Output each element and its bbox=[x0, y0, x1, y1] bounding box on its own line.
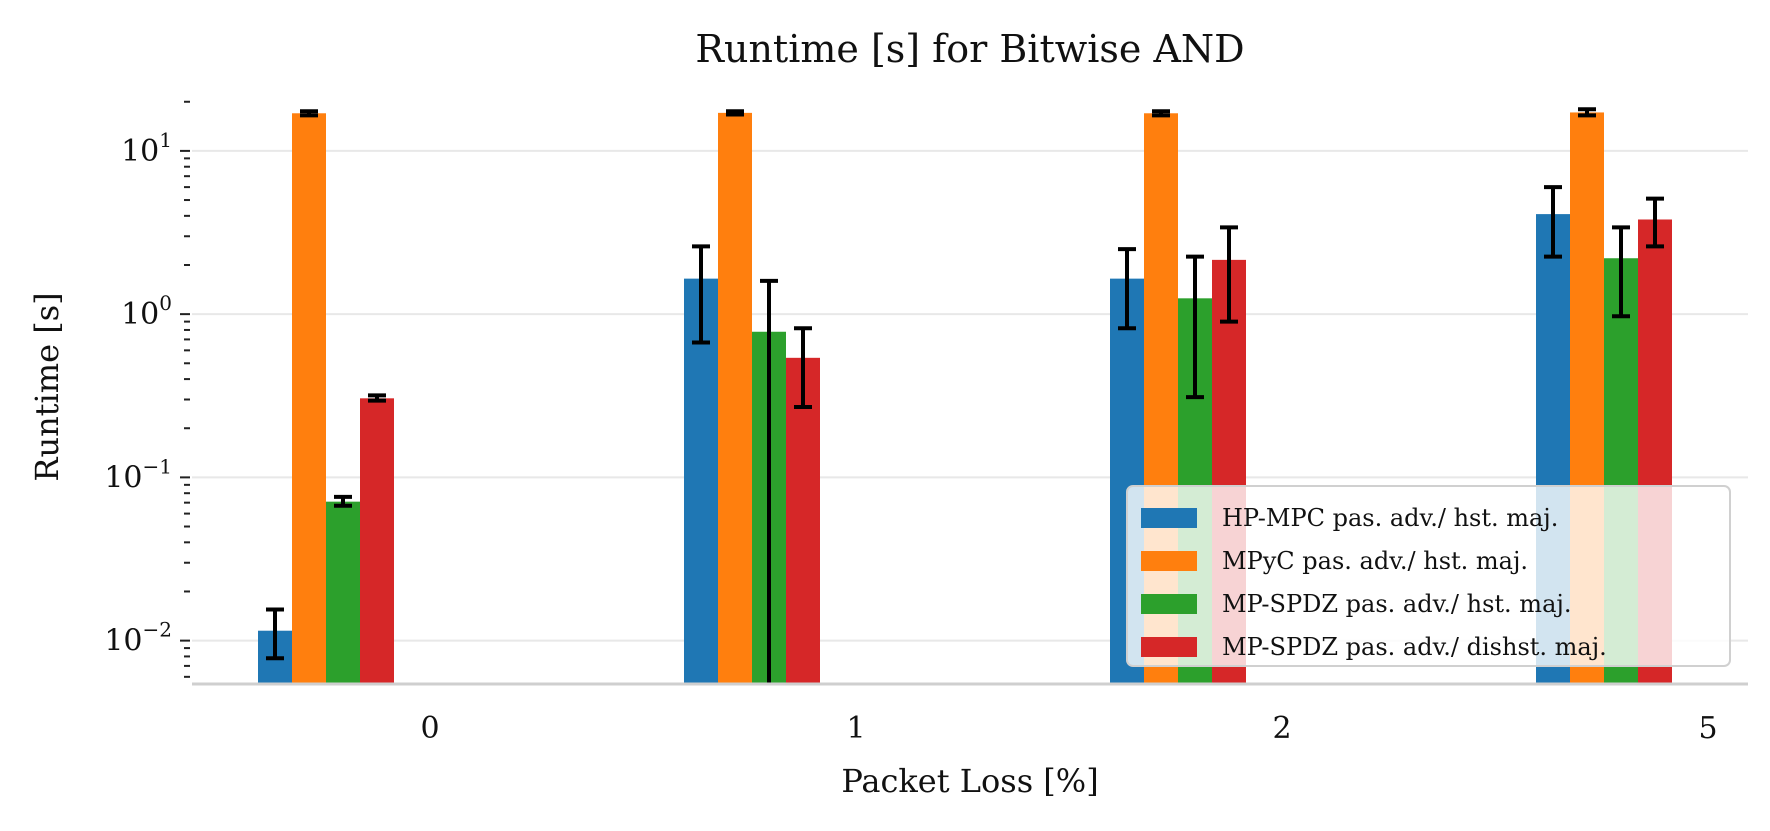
y-tick-label: 10−2 bbox=[104, 618, 172, 659]
x-axis-label: Packet Loss [%] bbox=[841, 762, 1098, 800]
legend-label: MPyC pas. adv./ hst. maj. bbox=[1222, 547, 1528, 575]
x-tick-label: 0 bbox=[420, 711, 439, 746]
x-tick-label: 5 bbox=[1698, 711, 1717, 746]
legend-swatch bbox=[1141, 637, 1197, 657]
y-tick-label: 100 bbox=[121, 291, 172, 332]
legend-swatch bbox=[1141, 551, 1197, 571]
y-tick-label: 10−1 bbox=[104, 454, 172, 495]
y-tick-label: 101 bbox=[121, 128, 172, 169]
error-bars bbox=[266, 107, 1664, 683]
bar bbox=[360, 398, 394, 683]
bar bbox=[684, 278, 718, 683]
x-tick-label: 1 bbox=[846, 711, 865, 746]
bar bbox=[718, 112, 752, 683]
chart-title: Runtime [s] for Bitwise AND bbox=[695, 27, 1244, 71]
bar bbox=[786, 357, 820, 683]
legend-box bbox=[1126, 485, 1731, 667]
legend-label: MP-SPDZ pas. adv./ dishst. maj. bbox=[1222, 633, 1607, 661]
x-tick-label: 2 bbox=[1272, 711, 1291, 746]
legend-swatch bbox=[1141, 594, 1197, 614]
legend-label: MP-SPDZ pas. adv./ hst. maj. bbox=[1222, 590, 1571, 618]
bar bbox=[326, 501, 360, 683]
legend-label: HP-MPC pas. adv./ hst. maj. bbox=[1222, 504, 1558, 532]
legend: HP-MPC pas. adv./ hst. maj. MPyC pas. adv… bbox=[1126, 485, 1731, 667]
y-axis-label: Runtime [s] bbox=[28, 292, 66, 481]
legend-swatch bbox=[1141, 508, 1197, 528]
bar bbox=[292, 113, 326, 684]
